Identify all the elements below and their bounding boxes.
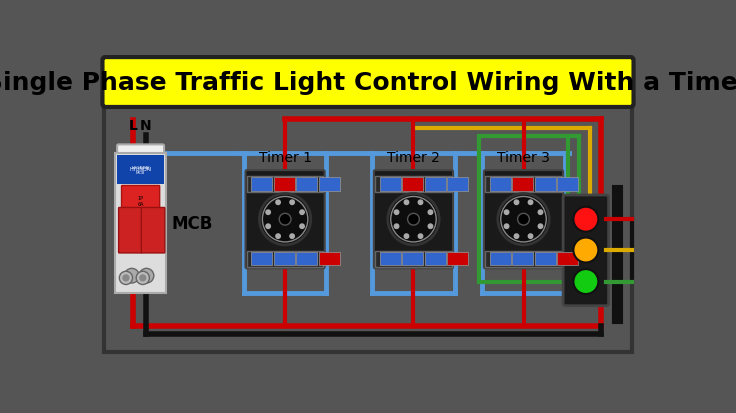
Bar: [425, 253, 446, 266]
Circle shape: [403, 200, 409, 206]
Text: HYUNDAI: HYUNDAI: [130, 167, 152, 172]
Circle shape: [388, 194, 439, 245]
FancyBboxPatch shape: [484, 171, 563, 269]
Bar: [121, 155, 160, 183]
FancyBboxPatch shape: [563, 195, 609, 306]
Circle shape: [139, 275, 146, 282]
Circle shape: [408, 214, 420, 225]
Bar: [485, 251, 562, 267]
Circle shape: [299, 224, 305, 230]
Text: 1P
6A: 1P 6A: [138, 196, 144, 207]
Circle shape: [417, 234, 423, 240]
Circle shape: [265, 210, 271, 216]
Circle shape: [275, 200, 281, 206]
Circle shape: [503, 210, 509, 216]
Bar: [535, 178, 556, 191]
Text: N: N: [140, 119, 152, 133]
Circle shape: [528, 234, 534, 240]
Circle shape: [124, 269, 139, 283]
FancyBboxPatch shape: [246, 171, 325, 269]
FancyBboxPatch shape: [121, 186, 160, 228]
Text: MCB: MCB: [171, 214, 213, 232]
Bar: [375, 176, 452, 192]
Circle shape: [417, 200, 423, 206]
FancyBboxPatch shape: [118, 208, 142, 253]
Text: Timer 1: Timer 1: [258, 151, 311, 165]
Circle shape: [428, 224, 434, 230]
Text: HYUNDAI
MCB: HYUNDAI MCB: [131, 166, 150, 174]
Circle shape: [275, 234, 281, 240]
Text: Timer 2: Timer 2: [387, 151, 440, 165]
Bar: [375, 251, 452, 267]
Circle shape: [528, 200, 534, 206]
Circle shape: [498, 194, 549, 245]
Bar: [319, 253, 340, 266]
Bar: [425, 178, 446, 191]
FancyBboxPatch shape: [141, 208, 165, 253]
FancyBboxPatch shape: [102, 58, 634, 108]
Bar: [247, 251, 323, 267]
Circle shape: [136, 272, 149, 285]
Bar: [319, 178, 340, 191]
Bar: [535, 253, 556, 266]
Text: Timer 3: Timer 3: [497, 151, 550, 165]
Bar: [380, 178, 401, 191]
Bar: [512, 253, 534, 266]
Circle shape: [289, 200, 295, 206]
Bar: [489, 178, 511, 191]
Text: L: L: [129, 119, 138, 133]
Bar: [115, 154, 166, 293]
Bar: [380, 253, 401, 266]
Bar: [117, 155, 164, 185]
Circle shape: [394, 224, 400, 230]
Bar: [485, 176, 562, 192]
Bar: [447, 178, 468, 191]
Circle shape: [119, 272, 132, 285]
Bar: [557, 253, 578, 266]
Bar: [274, 253, 295, 266]
Circle shape: [537, 224, 543, 230]
Text: Single Phase Traffic Light Control Wiring With a Timer: Single Phase Traffic Light Control Wirin…: [0, 71, 736, 95]
Circle shape: [573, 207, 598, 232]
Circle shape: [265, 224, 271, 230]
Bar: [557, 178, 578, 191]
Circle shape: [279, 214, 291, 225]
Circle shape: [403, 234, 409, 240]
Bar: [274, 178, 295, 191]
Bar: [297, 178, 317, 191]
Circle shape: [259, 194, 311, 245]
FancyBboxPatch shape: [374, 171, 453, 269]
Bar: [297, 253, 317, 266]
FancyBboxPatch shape: [117, 145, 164, 291]
Circle shape: [514, 234, 520, 240]
Bar: [403, 178, 423, 191]
Bar: [252, 178, 272, 191]
Circle shape: [428, 210, 434, 216]
Circle shape: [573, 269, 598, 294]
Bar: [247, 176, 323, 192]
Bar: [512, 178, 534, 191]
Circle shape: [299, 210, 305, 216]
Circle shape: [503, 224, 509, 230]
Circle shape: [394, 210, 400, 216]
Circle shape: [139, 269, 154, 283]
Bar: [489, 253, 511, 266]
Circle shape: [514, 200, 520, 206]
Circle shape: [289, 234, 295, 240]
Bar: [447, 253, 468, 266]
Circle shape: [573, 238, 598, 263]
Bar: [252, 253, 272, 266]
Circle shape: [122, 275, 130, 282]
Circle shape: [537, 210, 543, 216]
Circle shape: [517, 214, 529, 225]
Bar: [403, 253, 423, 266]
